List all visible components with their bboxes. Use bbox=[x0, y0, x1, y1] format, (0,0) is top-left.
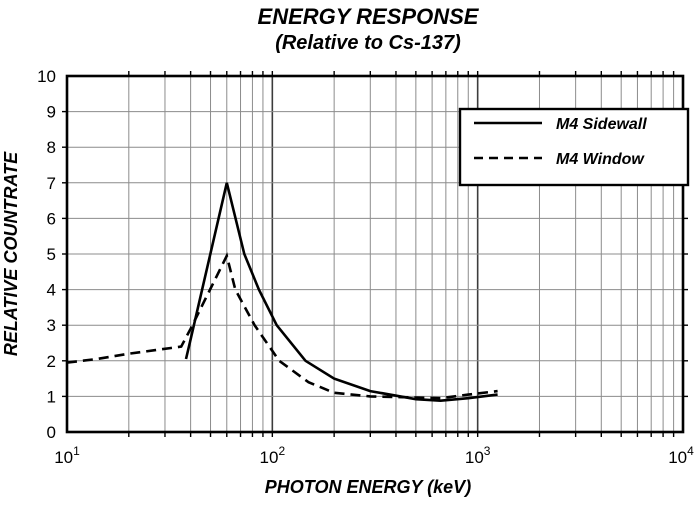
chart-subtitle: (Relative to Cs-137) bbox=[275, 32, 461, 54]
y-tick-label: 0 bbox=[47, 423, 56, 442]
legend-label-sidewall: M4 Sidewall bbox=[556, 116, 647, 133]
y-tick-label: 3 bbox=[47, 316, 56, 335]
x-tick-label: 103 bbox=[465, 444, 491, 467]
legend-box bbox=[458, 107, 690, 187]
gridlines bbox=[67, 76, 683, 432]
x-tick-label: 102 bbox=[260, 444, 286, 467]
plot-frame bbox=[65, 74, 685, 434]
y-tick-label: 8 bbox=[47, 138, 56, 157]
y-tick-label: 1 bbox=[47, 387, 56, 406]
y-tick-label: 10 bbox=[37, 67, 56, 86]
series-line-m4-window bbox=[66, 252, 498, 400]
y-tick-label: 6 bbox=[47, 209, 56, 228]
y-tick-labels: 0 1 2 3 4 5 6 7 8 9 10 bbox=[37, 67, 56, 442]
x-axis-label: PHOTON ENERGY (keV) bbox=[265, 477, 471, 497]
y-tick-label: 4 bbox=[47, 281, 56, 300]
series-lines bbox=[66, 182, 498, 403]
chart-title: ENERGY RESPONSE bbox=[258, 4, 480, 29]
x-tick-label: 104 bbox=[668, 444, 694, 467]
x-tick-label: 101 bbox=[54, 444, 80, 467]
legend-label-window: M4 Window bbox=[556, 151, 645, 168]
series-line-m4-sidewall bbox=[184, 182, 498, 403]
y-tick-label: 9 bbox=[47, 103, 56, 122]
legend: M4 Sidewall M4 Window bbox=[458, 107, 690, 187]
x-tick-labels: 101 102 103 104 bbox=[54, 444, 694, 467]
y-tick-label: 5 bbox=[47, 245, 56, 264]
y-tick-label: 7 bbox=[47, 174, 56, 193]
y-tick-label: 2 bbox=[47, 352, 56, 371]
y-axis-label: RELATIVE COUNTRATE bbox=[1, 151, 21, 356]
